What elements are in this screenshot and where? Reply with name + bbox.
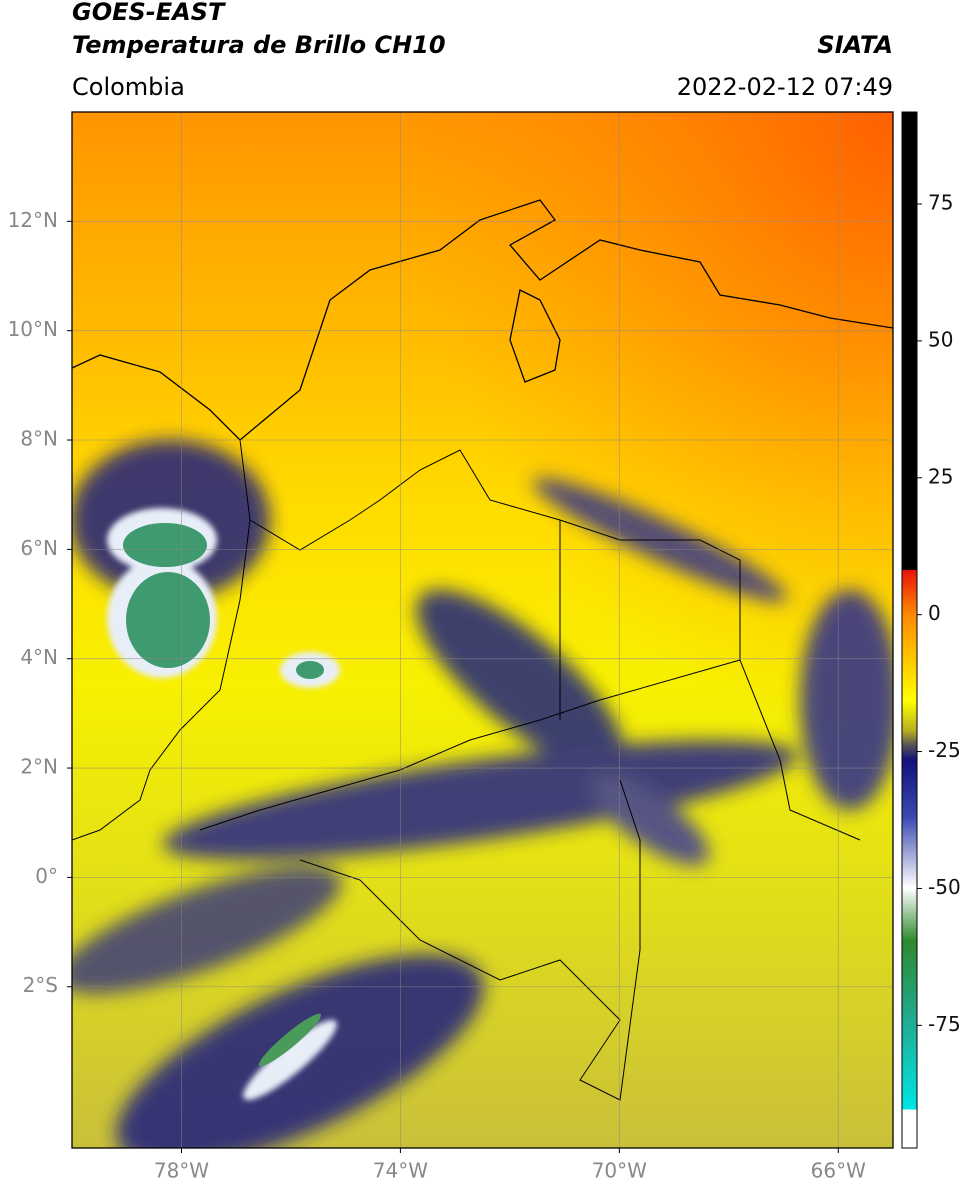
lon-tick-label: 70°W (592, 1159, 647, 1183)
lat-tick-label: 10°N (8, 317, 58, 341)
colorbar-tick-label: 75 (928, 190, 953, 214)
colorbar-tick-label: 25 (928, 464, 953, 488)
lat-tick-label: 4°N (20, 645, 58, 669)
subtitle: Temperatura de Brillo CH10 (72, 31, 446, 59)
colorbar-tick-label: 50 (928, 327, 953, 351)
datetime: 2022-02-12 07:49 (677, 73, 893, 101)
cold-top (123, 523, 207, 567)
lake (509, 289, 561, 383)
colorbar-tick-label: -25 (928, 738, 961, 762)
colorbar (901, 111, 918, 1149)
lon-tick-label: 78°W (154, 1159, 209, 1183)
map-frame (71, 111, 894, 1149)
lat-tick-label: 8°N (20, 427, 58, 451)
lat-tick-label: 2°S (23, 973, 58, 997)
colorbar-tick-label: -50 (928, 875, 961, 899)
region: Colombia (72, 73, 185, 101)
coastline (72, 199, 893, 441)
title: GOES-EAST (72, 0, 226, 26)
colorbar-tick-label: -75 (928, 1012, 961, 1036)
lat-tick-label: 12°N (8, 208, 58, 232)
cold-top (296, 661, 324, 679)
cold-top (259, 1013, 321, 1067)
lat-tick-label: 0° (35, 864, 58, 888)
colorbar-tick-label: 0 (928, 601, 941, 625)
source: SIATA (817, 31, 893, 59)
lon-tick-label: 66°W (811, 1159, 866, 1183)
borders (72, 439, 861, 1101)
cold-top (126, 572, 210, 668)
lat-tick-label: 6°N (20, 536, 58, 560)
lat-tick-label: 2°N (20, 755, 58, 779)
lon-tick-label: 74°W (373, 1159, 428, 1183)
map-image (72, 112, 893, 1148)
